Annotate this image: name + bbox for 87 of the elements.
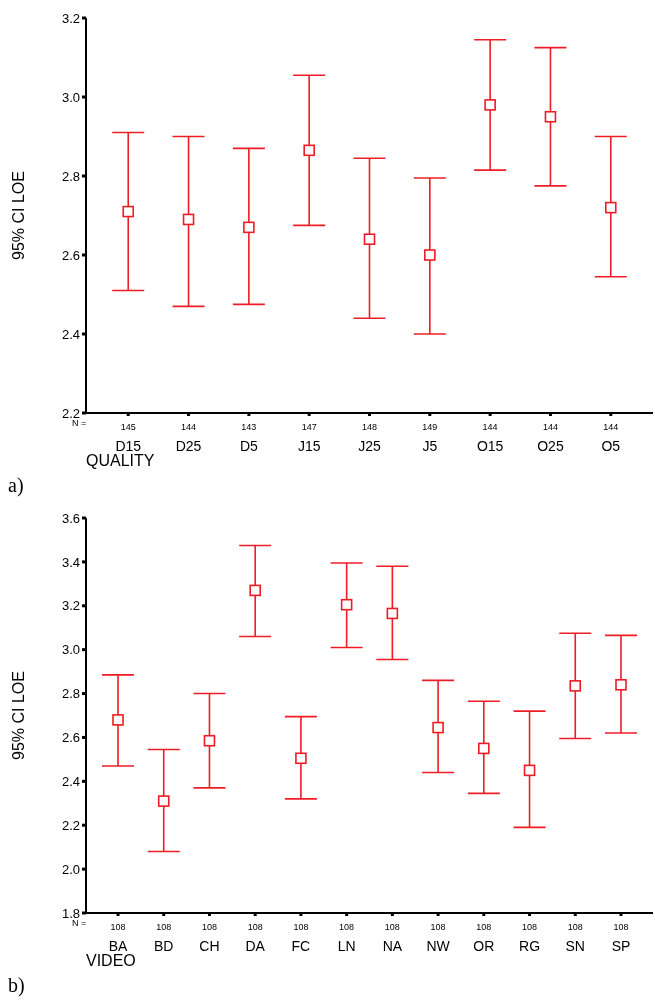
text: 108 xyxy=(476,922,492,932)
text: 108 xyxy=(110,922,126,932)
text: 108 xyxy=(613,922,629,932)
x-axis-title: QUALITY xyxy=(86,452,155,470)
y-tick-label: 2.0 xyxy=(61,861,80,877)
text: 108 xyxy=(567,922,583,932)
y-tick-label: 3.0 xyxy=(61,89,80,105)
point xyxy=(424,249,436,261)
text: 143 xyxy=(241,422,257,432)
text: 108 xyxy=(201,922,217,932)
x-tick-label: D5 xyxy=(239,438,259,454)
point xyxy=(432,721,444,734)
y-tick-label: 2.6 xyxy=(61,730,80,746)
point xyxy=(523,764,536,777)
y-tick-label: 3.2 xyxy=(61,10,80,26)
text: 145 xyxy=(120,422,136,432)
x-axis-title: VIDEO xyxy=(86,952,136,970)
point xyxy=(303,144,315,157)
x-tick-label: D25 xyxy=(175,438,202,454)
x-tick-label: J15 xyxy=(297,438,321,454)
x-tick-label: D15 xyxy=(115,438,142,454)
x-tick-label: O5 xyxy=(601,438,621,454)
y-tick-label: 2.2 xyxy=(61,817,80,833)
x-tick-label: J5 xyxy=(422,438,438,454)
point xyxy=(112,714,124,726)
text: 108 xyxy=(339,922,355,932)
point xyxy=(182,213,195,226)
text: a) xyxy=(8,474,24,497)
text: N = xyxy=(72,918,87,928)
y-tick-label: 1.8 xyxy=(61,905,80,921)
x-tick-label: O25 xyxy=(537,438,564,454)
point xyxy=(363,233,376,245)
text: 147 xyxy=(301,422,317,432)
text: 108 xyxy=(156,922,172,932)
y-axis-title: 95% CI LOE xyxy=(9,171,27,260)
y-tick-label: 2.8 xyxy=(61,686,80,702)
point xyxy=(604,201,617,214)
text: 108 xyxy=(247,922,263,932)
point xyxy=(157,795,170,807)
point xyxy=(478,742,490,755)
point xyxy=(249,584,261,597)
point xyxy=(203,734,216,747)
text: 108 xyxy=(384,922,400,932)
text: 144 xyxy=(542,422,558,432)
point xyxy=(615,678,627,691)
text: 108 xyxy=(293,922,309,932)
y-tick-label: 3.6 xyxy=(61,510,80,526)
text: 108 xyxy=(430,922,446,932)
y-tick-label: 3.4 xyxy=(61,554,80,570)
point xyxy=(544,110,557,123)
y-tick-label: 2.8 xyxy=(61,168,80,184)
y-tick-label: 3.2 xyxy=(61,598,80,614)
x-tick-label: BD xyxy=(154,938,174,954)
x-tick-label: SN xyxy=(565,938,585,954)
x-tick-label: CH xyxy=(199,938,220,954)
text: 149 xyxy=(422,422,438,432)
x-tick-label: SP xyxy=(611,938,631,954)
point xyxy=(484,99,496,111)
text: 144 xyxy=(482,422,498,432)
text: 144 xyxy=(181,422,197,432)
x-tick-label: NA xyxy=(382,938,403,954)
text: 144 xyxy=(603,422,619,432)
x-tick-label: LN xyxy=(337,938,356,954)
y-axis-title: 95% CI LOE xyxy=(9,671,27,760)
point xyxy=(340,598,353,611)
y-tick-label: 2.4 xyxy=(61,326,80,342)
point xyxy=(122,205,135,218)
x-tick-label: DA xyxy=(245,938,266,954)
y-tick-label: 2.4 xyxy=(61,773,80,789)
text: b) xyxy=(8,974,25,997)
text: 108 xyxy=(522,922,538,932)
y-tick-label: 2.2 xyxy=(61,405,80,421)
text: N = xyxy=(72,418,87,428)
y-tick-label: 3.0 xyxy=(61,642,80,658)
text: 148 xyxy=(361,422,378,432)
x-tick-label: RG xyxy=(519,938,541,954)
x-tick-label: J25 xyxy=(358,438,381,454)
point xyxy=(243,221,255,234)
point xyxy=(295,752,307,765)
x-tick-label: OR xyxy=(473,938,495,954)
x-tick-label: O15 xyxy=(476,438,504,454)
x-tick-label: BA xyxy=(108,938,128,954)
x-tick-label: FC xyxy=(291,938,311,954)
point xyxy=(569,680,582,692)
point xyxy=(386,607,399,620)
x-tick-label: NW xyxy=(426,938,451,954)
y-tick-label: 2.6 xyxy=(61,247,80,263)
